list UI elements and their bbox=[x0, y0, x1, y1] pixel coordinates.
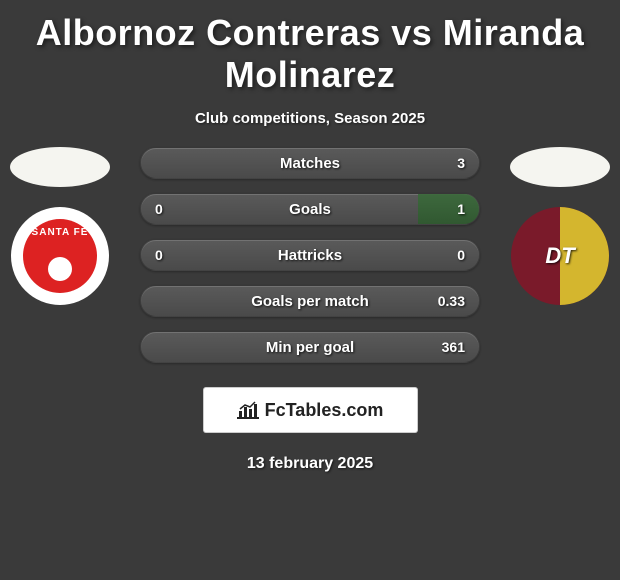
team-left-badge-text: SANTA FE bbox=[32, 227, 89, 238]
team-left-badge: SANTA FE bbox=[11, 207, 109, 305]
stat-row: Min per goal 361 bbox=[140, 331, 480, 363]
stat-value-right: 0.33 bbox=[438, 293, 465, 309]
stat-value-right: 361 bbox=[442, 339, 465, 355]
subtitle: Club competitions, Season 2025 bbox=[0, 110, 620, 127]
chart-icon bbox=[237, 401, 259, 419]
stat-row: Goals per match 0.33 bbox=[140, 285, 480, 317]
player-left-avatar bbox=[10, 147, 110, 187]
team-right-badge-text: DT bbox=[545, 243, 574, 269]
player-right-avatar bbox=[510, 147, 610, 187]
team-right-badge: DT bbox=[511, 207, 609, 305]
comparison-card: Albornoz Contreras vs Miranda Molinarez … bbox=[0, 0, 620, 473]
stat-value-left: 0 bbox=[155, 247, 163, 263]
stat-row: 0 Hattricks 0 bbox=[140, 239, 480, 271]
stat-label: Matches bbox=[280, 155, 340, 172]
stat-fill-right bbox=[418, 194, 479, 224]
stat-value-right: 1 bbox=[457, 201, 465, 217]
stats-list: Matches 3 0 Goals 1 0 Hattricks 0 Goals per matc… bbox=[140, 147, 480, 363]
stat-value-right: 0 bbox=[457, 247, 465, 263]
page-title: Albornoz Contreras vs Miranda Molinarez bbox=[0, 0, 620, 102]
stat-value-left: 0 bbox=[155, 201, 163, 217]
team-left-badge-ball-icon bbox=[48, 257, 72, 281]
source-logo[interactable]: FcTables.com bbox=[203, 387, 418, 433]
stat-label: Hattricks bbox=[278, 247, 342, 264]
comparison-body: SANTA FE DT Matches 3 0 Goals 1 0 Hattricks 0 Go… bbox=[0, 147, 620, 363]
stat-value-right: 3 bbox=[457, 155, 465, 171]
stat-label: Goals per match bbox=[251, 293, 369, 310]
player-left-column: SANTA FE bbox=[0, 147, 120, 305]
date-label: 13 february 2025 bbox=[0, 455, 620, 473]
source-logo-text: FcTables.com bbox=[265, 400, 384, 421]
stat-label: Goals bbox=[289, 201, 331, 218]
stat-row: 0 Goals 1 bbox=[140, 193, 480, 225]
stat-label: Min per goal bbox=[266, 339, 354, 356]
stat-row: Matches 3 bbox=[140, 147, 480, 179]
team-left-badge-inner: SANTA FE bbox=[23, 219, 97, 293]
player-right-column: DT bbox=[500, 147, 620, 305]
